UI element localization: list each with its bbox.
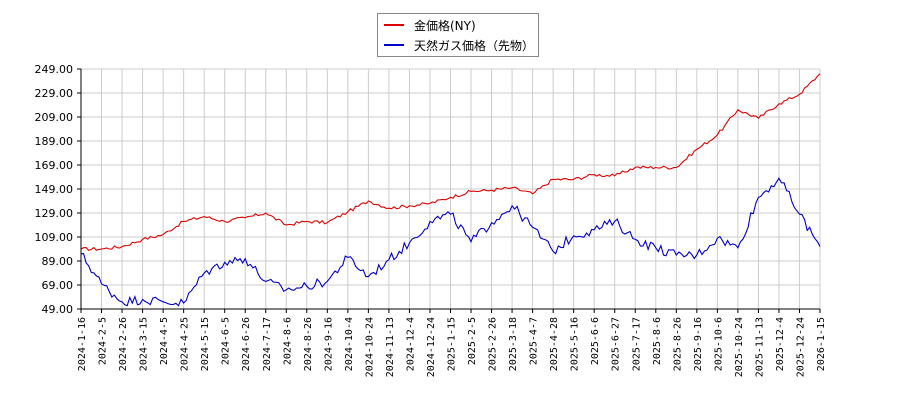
x-tick-label: 2024-10-4 — [344, 317, 355, 371]
x-tick-label: 2025-11-13 — [754, 317, 765, 377]
y-tick-label: 109.00 — [35, 231, 74, 244]
x-tick-label: 2024-1-16 — [77, 317, 88, 371]
x-tick-label: 2025-12-4 — [775, 317, 786, 371]
x-tick-label: 2024-6-5 — [221, 317, 232, 365]
x-tick-label: 2024-9-16 — [323, 317, 334, 371]
gas-line-swatch-icon — [384, 44, 404, 46]
x-tick-label: 2025-5-16 — [570, 317, 581, 371]
y-tick-label: 69.00 — [42, 279, 74, 292]
y-tick-label: 49.00 — [42, 303, 74, 316]
x-tick-label: 2024-12-4 — [405, 317, 416, 371]
gold-line-swatch-icon — [384, 24, 404, 26]
x-tick-label: 2025-8-26 — [672, 317, 683, 371]
x-tick-label: 2025-10-24 — [734, 317, 745, 377]
x-tick-label: 2024-4-5 — [159, 317, 170, 365]
x-tick-label: 2025-4-7 — [529, 317, 540, 365]
x-tick-label: 2024-12-24 — [426, 317, 437, 377]
x-axis-ticks: 2024-1-16 2024-2-5 2024-2-26 2024-3-15 2024-… — [77, 317, 827, 377]
x-tick-label: 2025-8-6 — [652, 317, 663, 365]
x-tick-label: 2024-4-25 — [180, 317, 191, 371]
legend-item-natural-gas: 天然ガス価格（先物） — [384, 36, 534, 54]
axes — [77, 68, 821, 313]
y-tick-label: 169.00 — [35, 159, 74, 172]
y-tick-label: 229.00 — [35, 87, 74, 100]
x-tick-label: 2025-12-24 — [795, 317, 806, 377]
x-tick-label: 2024-2-5 — [98, 317, 109, 365]
legend-label-natural-gas: 天然ガス価格（先物） — [414, 38, 535, 53]
x-tick-label: 2025-6-6 — [590, 317, 601, 365]
x-tick-label: 2026-1-15 — [816, 317, 827, 371]
x-tick-label: 2024-6-26 — [241, 317, 252, 371]
y-tick-label: 249.00 — [35, 63, 74, 76]
legend-label-gold: 金価格(NY) — [414, 18, 476, 33]
x-tick-label: 2025-9-16 — [693, 317, 704, 371]
x-tick-label: 2024-2-26 — [118, 317, 129, 371]
y-axis-ticks: 49.00 69.00 89.00 109.00 129.00 149.00 169.00 1… — [35, 63, 74, 316]
y-tick-label: 149.00 — [35, 183, 74, 196]
x-tick-label: 2025-7-17 — [631, 317, 642, 371]
data-series — [80, 73, 821, 307]
y-tick-label: 209.00 — [35, 111, 74, 124]
x-tick-label: 2024-7-17 — [262, 317, 273, 371]
y-tick-label: 129.00 — [35, 207, 74, 220]
x-tick-label: 2025-2-26 — [488, 317, 499, 371]
x-tick-label: 2025-4-28 — [549, 317, 560, 371]
series-line-0 — [80, 73, 821, 252]
legend: 金価格(NY) 天然ガス価格（先物） — [377, 13, 539, 57]
x-tick-label: 2025-2-5 — [467, 317, 478, 365]
x-tick-label: 2024-8-6 — [282, 317, 293, 365]
x-tick-label: 2024-8-26 — [303, 317, 314, 371]
x-tick-label: 2025-3-18 — [508, 317, 519, 371]
x-tick-label: 2024-11-13 — [385, 317, 396, 377]
series-line-1 — [80, 177, 821, 307]
y-tick-label: 189.00 — [35, 135, 74, 148]
x-tick-label: 2024-10-24 — [364, 317, 375, 377]
x-tick-label: 2025-6-27 — [611, 317, 622, 371]
x-tick-label: 2025-1-15 — [447, 317, 458, 371]
grid-lines — [80, 68, 821, 310]
x-tick-label: 2025-10-6 — [713, 317, 724, 371]
legend-item-gold: 金価格(NY) — [384, 16, 476, 34]
x-tick-label: 2024-3-15 — [139, 317, 150, 371]
x-tick-label: 2024-5-15 — [200, 317, 211, 371]
y-tick-label: 89.00 — [42, 255, 74, 268]
